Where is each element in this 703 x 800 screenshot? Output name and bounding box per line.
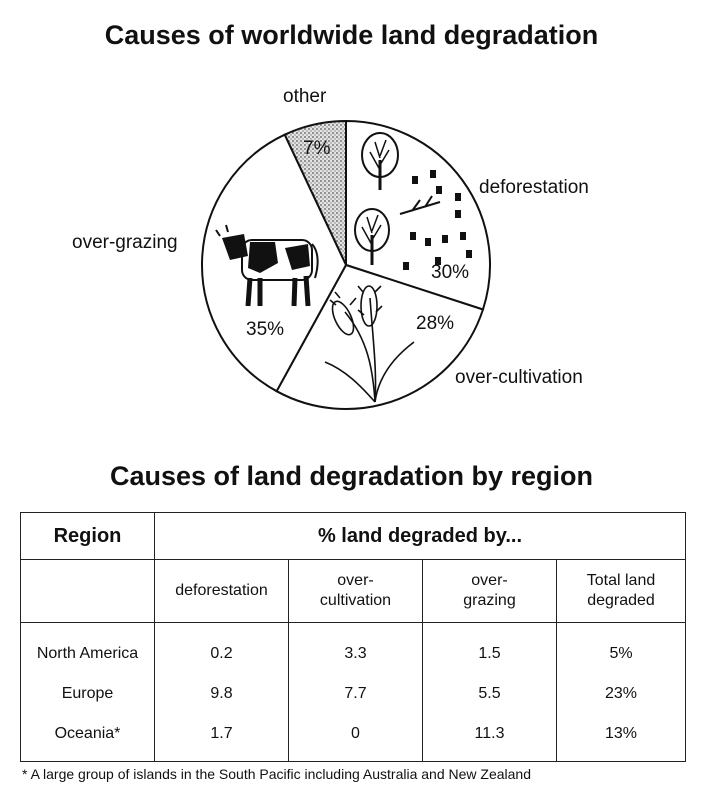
over-grazing-header-text: over- grazing (463, 572, 516, 609)
table-cell: 9.8 (154, 674, 289, 714)
table-cell: 3.3 (288, 622, 423, 674)
slice-label-over-cultivation: over-cultivation (455, 367, 583, 388)
slice-value-deforestation: 30% (431, 262, 470, 283)
region-cell: Europe (20, 674, 155, 714)
table-cell: 11.3 (422, 714, 557, 762)
pie-slice-deforestation (345, 119, 491, 311)
slice-label-other: other (283, 86, 327, 107)
stump-icon (399, 170, 472, 270)
column-header-blank (20, 559, 155, 623)
total-header-text: Total land degraded (586, 572, 656, 609)
table-footnote: * A large group of islands in the South … (22, 766, 531, 782)
region-cell: Oceania* (20, 714, 155, 762)
slice-label-deforestation: deforestation (479, 177, 589, 198)
table-cell: 23% (556, 674, 686, 714)
column-header-total: Total land degraded (556, 559, 686, 623)
land-degradation-table: Region % land degraded by... deforestati… (20, 512, 686, 762)
over-cultivation-header-text: over- cultivation (319, 572, 392, 609)
table-row: Oceania* 1.7 0 11.3 13% (20, 714, 686, 762)
slice-value-over-cultivation: 28% (416, 313, 455, 334)
table-row: Europe 9.8 7.7 5.5 23% (20, 674, 686, 714)
slice-label-over-grazing: over-grazing (72, 232, 178, 253)
column-header-group: % land degraded by... (154, 512, 686, 560)
region-cell: North America (20, 622, 155, 674)
tree-icon (354, 208, 390, 265)
table-cell: 7.7 (288, 674, 423, 714)
slice-value-over-grazing: 35% (246, 319, 285, 340)
table-cell: 5% (556, 622, 686, 674)
table-title: Causes of land degradation by region (109, 461, 594, 491)
table-cell: 1.7 (154, 714, 289, 762)
pie-chart (201, 119, 491, 410)
wheat-icon (324, 285, 415, 403)
cow-icon (215, 224, 319, 307)
slice-value-other: 7% (303, 138, 331, 159)
column-header-deforestation: deforestation (154, 559, 289, 623)
table-row: North America 0.2 3.3 1.5 5% (20, 622, 686, 674)
table-cell: 0.2 (154, 622, 289, 674)
column-header-over-grazing: over- grazing (422, 559, 557, 623)
column-header-over-cultivation: over- cultivation (288, 559, 423, 623)
table-cell: 5.5 (422, 674, 557, 714)
table-cell: 0 (288, 714, 423, 762)
tree-icon (361, 132, 399, 190)
pie-chart-title: Causes of worldwide land degradation (104, 20, 599, 50)
pie-slice-over-cultivation (275, 263, 485, 410)
column-header-region: Region (20, 512, 155, 560)
table-cell: 13% (556, 714, 686, 762)
table-cell: 1.5 (422, 622, 557, 674)
